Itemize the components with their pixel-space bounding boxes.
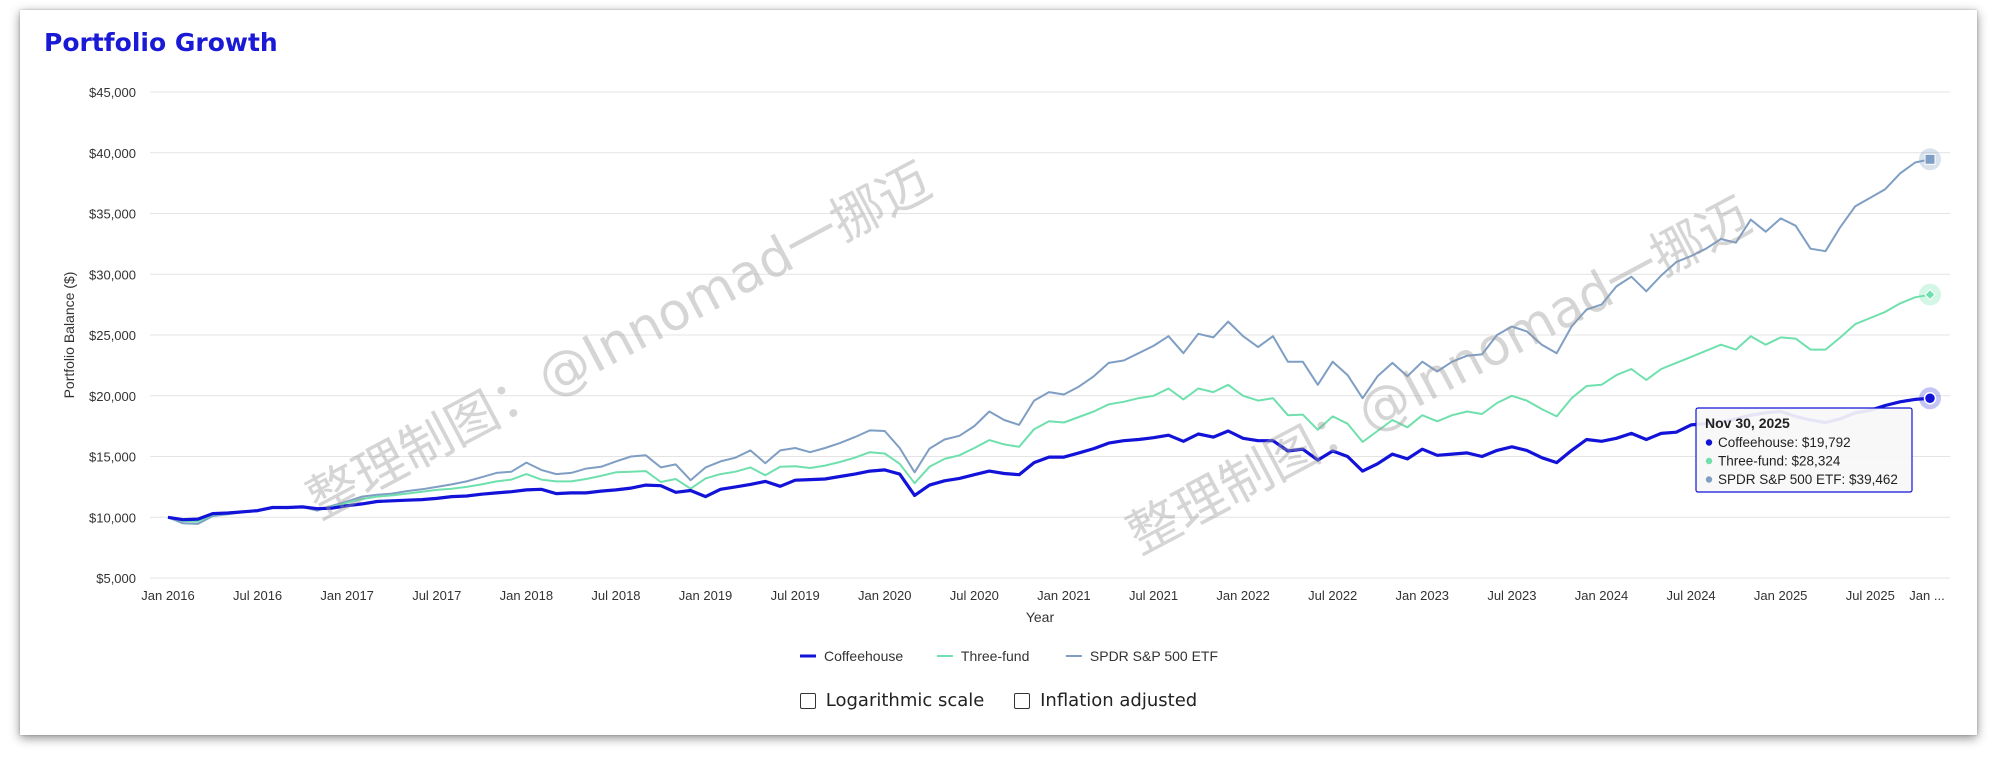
y-axis-title: Portfolio Balance ($) <box>61 272 77 399</box>
series-line-three-fund[interactable] <box>167 293 1931 523</box>
tooltip-series-dot <box>1705 476 1713 483</box>
y-tick-label: $5,000 <box>96 571 136 586</box>
legend-item[interactable]: SPDR S&P 500 ETF <box>1065 648 1218 664</box>
chart-card: Portfolio Growth $5,000 $10,000 $15,000 $20… <box>20 10 1977 735</box>
three-fund-end-marker[interactable] <box>1924 288 1936 301</box>
coffeehouse-end-marker[interactable] <box>1923 392 1937 405</box>
legend-item[interactable]: Coffeehouse <box>800 648 903 664</box>
x-tick-label: Jan 2021 <box>1037 588 1091 603</box>
tooltip-series-dot <box>1705 439 1713 446</box>
x-tick-label: Jul 2021 <box>1129 588 1178 603</box>
tooltip-line: Three-fund: $28,324 <box>1718 454 1841 469</box>
y-tick-label: $45,000 <box>89 85 136 100</box>
legend-label: Three-fund <box>961 648 1029 664</box>
x-tick-label: Jan 2024 <box>1575 588 1629 603</box>
y-tick-label: $40,000 <box>89 146 136 161</box>
x-tick-label: Jan 2022 <box>1216 588 1270 603</box>
x-tick-label: Jan ... <box>1909 588 1944 603</box>
series-line-spdr-s-p-500-etf[interactable] <box>167 158 1931 525</box>
y-tick-label: $15,000 <box>89 450 136 465</box>
x-tick-label: Jan 2020 <box>858 588 912 603</box>
x-tick-label: Jul 2016 <box>233 588 282 603</box>
spdr-end-marker[interactable] <box>1924 153 1936 165</box>
y-tick-label: $10,000 <box>89 510 136 525</box>
x-tick-label: Jan 2023 <box>1396 588 1450 603</box>
log-scale-label: Logarithmic scale <box>825 690 985 711</box>
y-tick-label: $35,000 <box>89 207 136 222</box>
y-tick-label: $25,000 <box>89 328 136 343</box>
x-tick-label: Jan 2017 <box>320 588 374 603</box>
x-tick-label: Jan 2018 <box>500 588 554 603</box>
chart-title: Portfolio Growth <box>44 28 278 57</box>
legend-label: Coffeehouse <box>824 648 903 664</box>
x-tick-label: Jul 2022 <box>1308 588 1357 603</box>
tooltip-line: Coffeehouse: $19,792 <box>1718 435 1851 450</box>
tooltip-line: SPDR S&P 500 ETF: $39,462 <box>1718 472 1898 487</box>
tooltip-box <box>1695 407 1913 493</box>
tooltip-date: Nov 30, 2025 <box>1705 415 1790 431</box>
x-tick-label: Jan 2016 <box>141 588 195 603</box>
x-tick-label: Jul 2025 <box>1846 588 1895 603</box>
x-tick-label: Jul 2024 <box>1667 588 1716 603</box>
x-axis-title: Year <box>1026 609 1055 625</box>
x-tick-label: Jul 2018 <box>591 588 640 603</box>
log-scale-toggle[interactable]: Logarithmic scale <box>799 690 985 711</box>
portfolio-growth-chart: $5,000 $10,000 $15,000 $20,000 $25,000 $30,00… <box>61 85 1950 664</box>
tooltip: Nov 30, 2025 Coffeehouse: $19,792 Three-fu… <box>1695 407 1913 493</box>
inflation-adjusted-toggle[interactable]: Inflation adjusted <box>1014 690 1197 711</box>
tooltip-series-dot <box>1705 457 1713 465</box>
y-tick-label: $30,000 <box>89 267 136 282</box>
chart-controls: Logarithmic scale Inflation adjusted <box>20 690 1977 714</box>
x-tick-label: Jan 2025 <box>1754 588 1808 603</box>
x-tick-label: Jul 2023 <box>1487 588 1536 603</box>
legend-label: SPDR S&P 500 ETF <box>1090 648 1218 664</box>
x-tick-label: Jul 2019 <box>771 588 820 603</box>
legend: Coffeehouse Three-fund SPDR S&P 500 ETF <box>800 648 1218 664</box>
x-tick-label: Jul 2017 <box>412 588 461 603</box>
legend-item[interactable]: Three-fund <box>936 648 1029 664</box>
watermark: 整理制图：@Innomad一挪迈 <box>1118 186 1761 566</box>
log-scale-checkbox[interactable] <box>799 692 816 709</box>
y-tick-label: $20,000 <box>89 389 136 404</box>
x-tick-label: Jul 2020 <box>950 588 999 603</box>
series-line-coffeehouse[interactable] <box>167 396 1931 522</box>
inflation-adjusted-checkbox[interactable] <box>1014 692 1031 709</box>
inflation-adjusted-label: Inflation adjusted <box>1040 690 1198 711</box>
x-tick-label: Jan 2019 <box>679 588 733 603</box>
